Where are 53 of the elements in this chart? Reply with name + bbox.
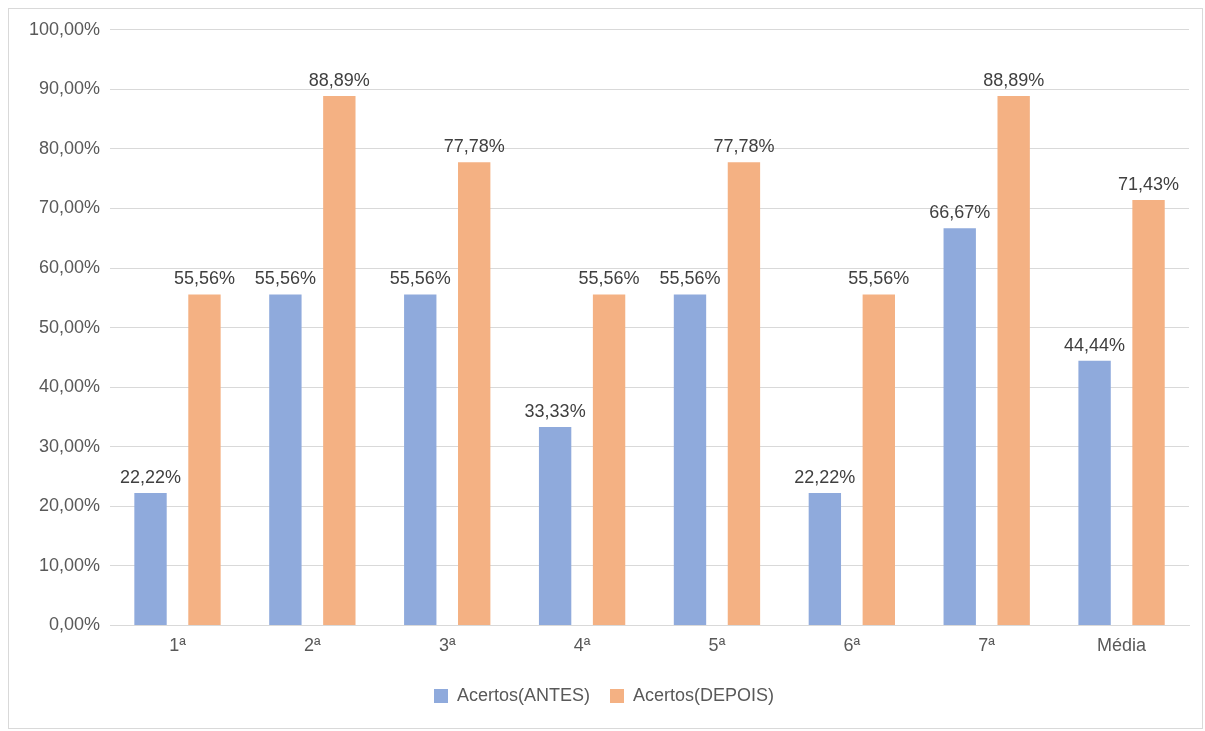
y-tick-label: 90,00% — [39, 78, 101, 99]
data-label: 44,44% — [1064, 334, 1126, 355]
x-tick-label: 2ª — [304, 635, 322, 656]
y-tick-label: 100,00% — [29, 18, 101, 39]
data-label: 55,56% — [848, 268, 910, 289]
data-label: 55,56% — [389, 268, 451, 289]
y-tick-label: 40,00% — [39, 376, 101, 397]
y-tick-label: 80,00% — [39, 137, 101, 158]
x-tick-label: 4ª — [573, 635, 591, 656]
data-label: 22,22% — [119, 467, 182, 488]
y-tick-label: 10,00% — [39, 554, 101, 575]
bar — [862, 294, 895, 625]
x-tick-label: 7ª — [978, 635, 996, 656]
y-tick-label: 0,00% — [49, 614, 101, 635]
data-label: 88,89% — [308, 69, 370, 90]
bar — [943, 228, 976, 625]
data-label: 71,43% — [1118, 173, 1180, 194]
data-label: 55,56% — [659, 268, 721, 289]
data-label: 77,78% — [443, 136, 505, 157]
data-label: 55,56% — [578, 268, 640, 289]
data-label: 55,56% — [254, 268, 316, 289]
legend-label: Acertos(DEPOIS) — [633, 684, 775, 705]
x-tick-label: 3ª — [438, 635, 456, 656]
bar — [323, 95, 356, 625]
bar — [808, 493, 842, 625]
data-label: 33,33% — [524, 400, 586, 421]
bar — [134, 493, 167, 625]
bar — [1078, 360, 1111, 625]
x-tick-label: 6ª — [843, 635, 861, 656]
bar — [592, 294, 626, 625]
x-tick-label: 5ª — [708, 635, 726, 656]
data-label: 77,78% — [713, 136, 775, 157]
bar — [727, 162, 761, 625]
bar — [1132, 199, 1165, 625]
bar — [997, 95, 1030, 625]
data-label: 88,89% — [983, 69, 1045, 90]
y-tick-label: 20,00% — [39, 495, 101, 516]
legend-label: Acertos(ANTES) — [456, 684, 591, 705]
y-tick-label: 30,00% — [39, 435, 101, 456]
bar — [188, 294, 221, 625]
bar — [673, 294, 707, 625]
y-tick-label: 60,00% — [39, 257, 101, 278]
y-tick-label: 70,00% — [39, 197, 101, 218]
data-label: 55,56% — [173, 268, 235, 289]
bar — [404, 294, 437, 625]
bar — [269, 294, 302, 625]
x-tick-label: 1ª — [169, 635, 187, 656]
bar — [538, 426, 572, 625]
y-tick-label: 50,00% — [39, 316, 101, 337]
x-tick-label: Média — [1097, 635, 1148, 656]
data-label: 22,22% — [794, 467, 856, 488]
bar — [458, 162, 491, 625]
data-label: 66,67% — [929, 202, 991, 223]
